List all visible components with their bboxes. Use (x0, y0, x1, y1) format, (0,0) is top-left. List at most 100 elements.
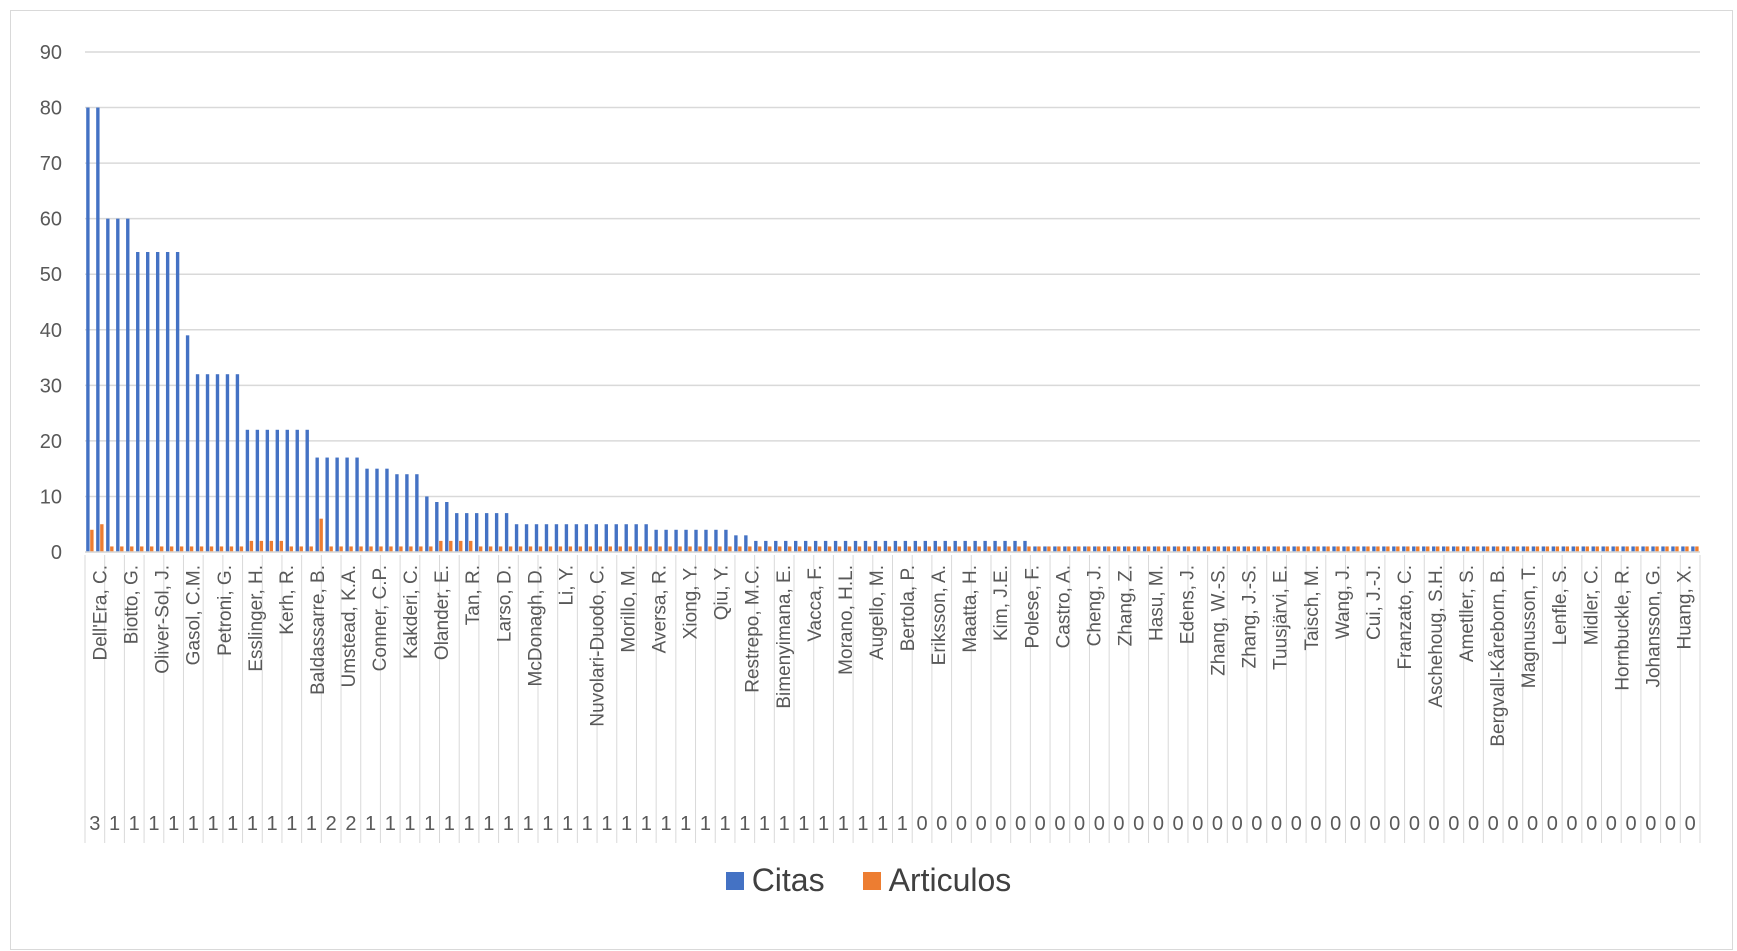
bar-citas (245, 429, 250, 552)
category-label: Bergvall-Kåreborn, B. (1488, 565, 1509, 747)
bar-articulos (329, 546, 333, 552)
bar-citas (933, 540, 937, 552)
bar-citas (165, 252, 170, 552)
bar-citas (185, 335, 190, 552)
legend-swatch-articulos (862, 871, 881, 890)
group-value-label: 1 (641, 813, 652, 835)
group-value-label: 1 (306, 813, 317, 835)
bar-articulos (967, 546, 971, 552)
bar-citas (594, 524, 599, 552)
bar-citas (106, 218, 110, 552)
bar-citas (1222, 546, 1227, 552)
bar-citas (873, 540, 878, 552)
bar-articulos (1525, 546, 1530, 552)
bar-articulos (708, 546, 712, 552)
bar-articulos (558, 546, 563, 552)
bar-articulos (299, 546, 303, 552)
bar-citas (714, 529, 718, 552)
group-value-label: 1 (700, 813, 711, 835)
bar-articulos (1146, 546, 1151, 552)
bar-citas (1033, 546, 1037, 552)
bar-citas (195, 374, 200, 552)
bar-articulos (1416, 546, 1420, 552)
bar-citas (215, 374, 220, 552)
bar-articulos (1605, 546, 1609, 552)
bar-citas (136, 252, 140, 552)
bar-articulos (1485, 546, 1490, 552)
bar-citas (1063, 546, 1067, 552)
bar-citas (654, 529, 658, 552)
category-label: Morano, H.L. (836, 565, 857, 675)
bar-articulos (1057, 546, 1061, 552)
bar-articulos (498, 546, 503, 552)
bar-citas (744, 535, 748, 552)
bar-citas (1541, 546, 1546, 552)
bar-citas (1272, 546, 1276, 552)
bar-citas (684, 529, 688, 552)
bar-citas (1362, 546, 1366, 552)
category-label: Qiu, Y. (712, 565, 733, 620)
category-label: Lenfle, S. (1550, 565, 1571, 645)
bar-citas (1292, 546, 1296, 552)
bar-citas (1621, 546, 1625, 552)
category-label: Gasol, C.M. (184, 565, 205, 665)
bar-articulos (1635, 546, 1639, 552)
group-value-label: 1 (582, 813, 593, 835)
y-tick-label: 0 (51, 542, 62, 564)
bar-articulos (229, 546, 234, 552)
bar-articulos (1585, 546, 1589, 552)
category-label: Cheng, J. (1084, 565, 1105, 646)
bar-articulos (668, 546, 672, 552)
group-value-label: 0 (1232, 813, 1243, 835)
bar-citas (614, 524, 618, 552)
bar-citas (604, 524, 608, 552)
y-tick-label: 30 (40, 375, 62, 397)
bar-articulos (1545, 546, 1550, 552)
group-value-label: 0 (1113, 813, 1124, 835)
bar-articulos (508, 546, 513, 552)
bar-citas (425, 496, 429, 552)
bar-articulos (738, 546, 742, 552)
category-label: Kakderi, C. (401, 565, 422, 659)
bar-citas (1202, 546, 1207, 552)
bar-citas (305, 429, 309, 552)
bar-articulos (399, 546, 403, 552)
bar-articulos (658, 546, 662, 552)
group-value-label: 0 (936, 813, 947, 835)
bar-articulos (977, 546, 981, 552)
bar-citas (1511, 546, 1516, 552)
bar-citas (823, 540, 828, 552)
bar-articulos (409, 546, 413, 552)
bar-citas (415, 474, 419, 552)
group-value-label: 0 (1488, 813, 1499, 835)
bar-citas (784, 540, 788, 552)
bar-articulos (1017, 546, 1021, 552)
bar-articulos (289, 546, 293, 552)
bar-citas (1432, 546, 1436, 552)
bar-articulos (987, 546, 991, 552)
bar-citas (794, 540, 798, 552)
group-value-label: 1 (286, 813, 297, 835)
bar-articulos (1575, 546, 1579, 552)
bar-articulos (917, 546, 922, 552)
category-label: Kim, J.E. (991, 565, 1012, 641)
group-value-label: 1 (818, 813, 829, 835)
group-value-label: 0 (1054, 813, 1065, 835)
category-label: Aschehoug, S.H. (1426, 565, 1447, 708)
bar-articulos (439, 540, 443, 552)
bar-articulos (518, 546, 523, 552)
bar-articulos (698, 546, 702, 552)
category-label: Huang, X. (1674, 565, 1695, 650)
group-value-label: 0 (1035, 813, 1046, 835)
group-value-label: 0 (1094, 813, 1105, 835)
bar-articulos (1126, 546, 1131, 552)
bar-citas (315, 457, 319, 552)
bar-articulos (688, 546, 692, 552)
bar-articulos (199, 546, 204, 552)
bar-citas (504, 513, 509, 552)
bar-citas (754, 540, 758, 552)
category-label: Franzato, C. (1395, 565, 1416, 670)
bar-citas (1641, 546, 1645, 552)
category-label: Maatta, H. (960, 565, 981, 653)
bar-citas (116, 218, 120, 552)
